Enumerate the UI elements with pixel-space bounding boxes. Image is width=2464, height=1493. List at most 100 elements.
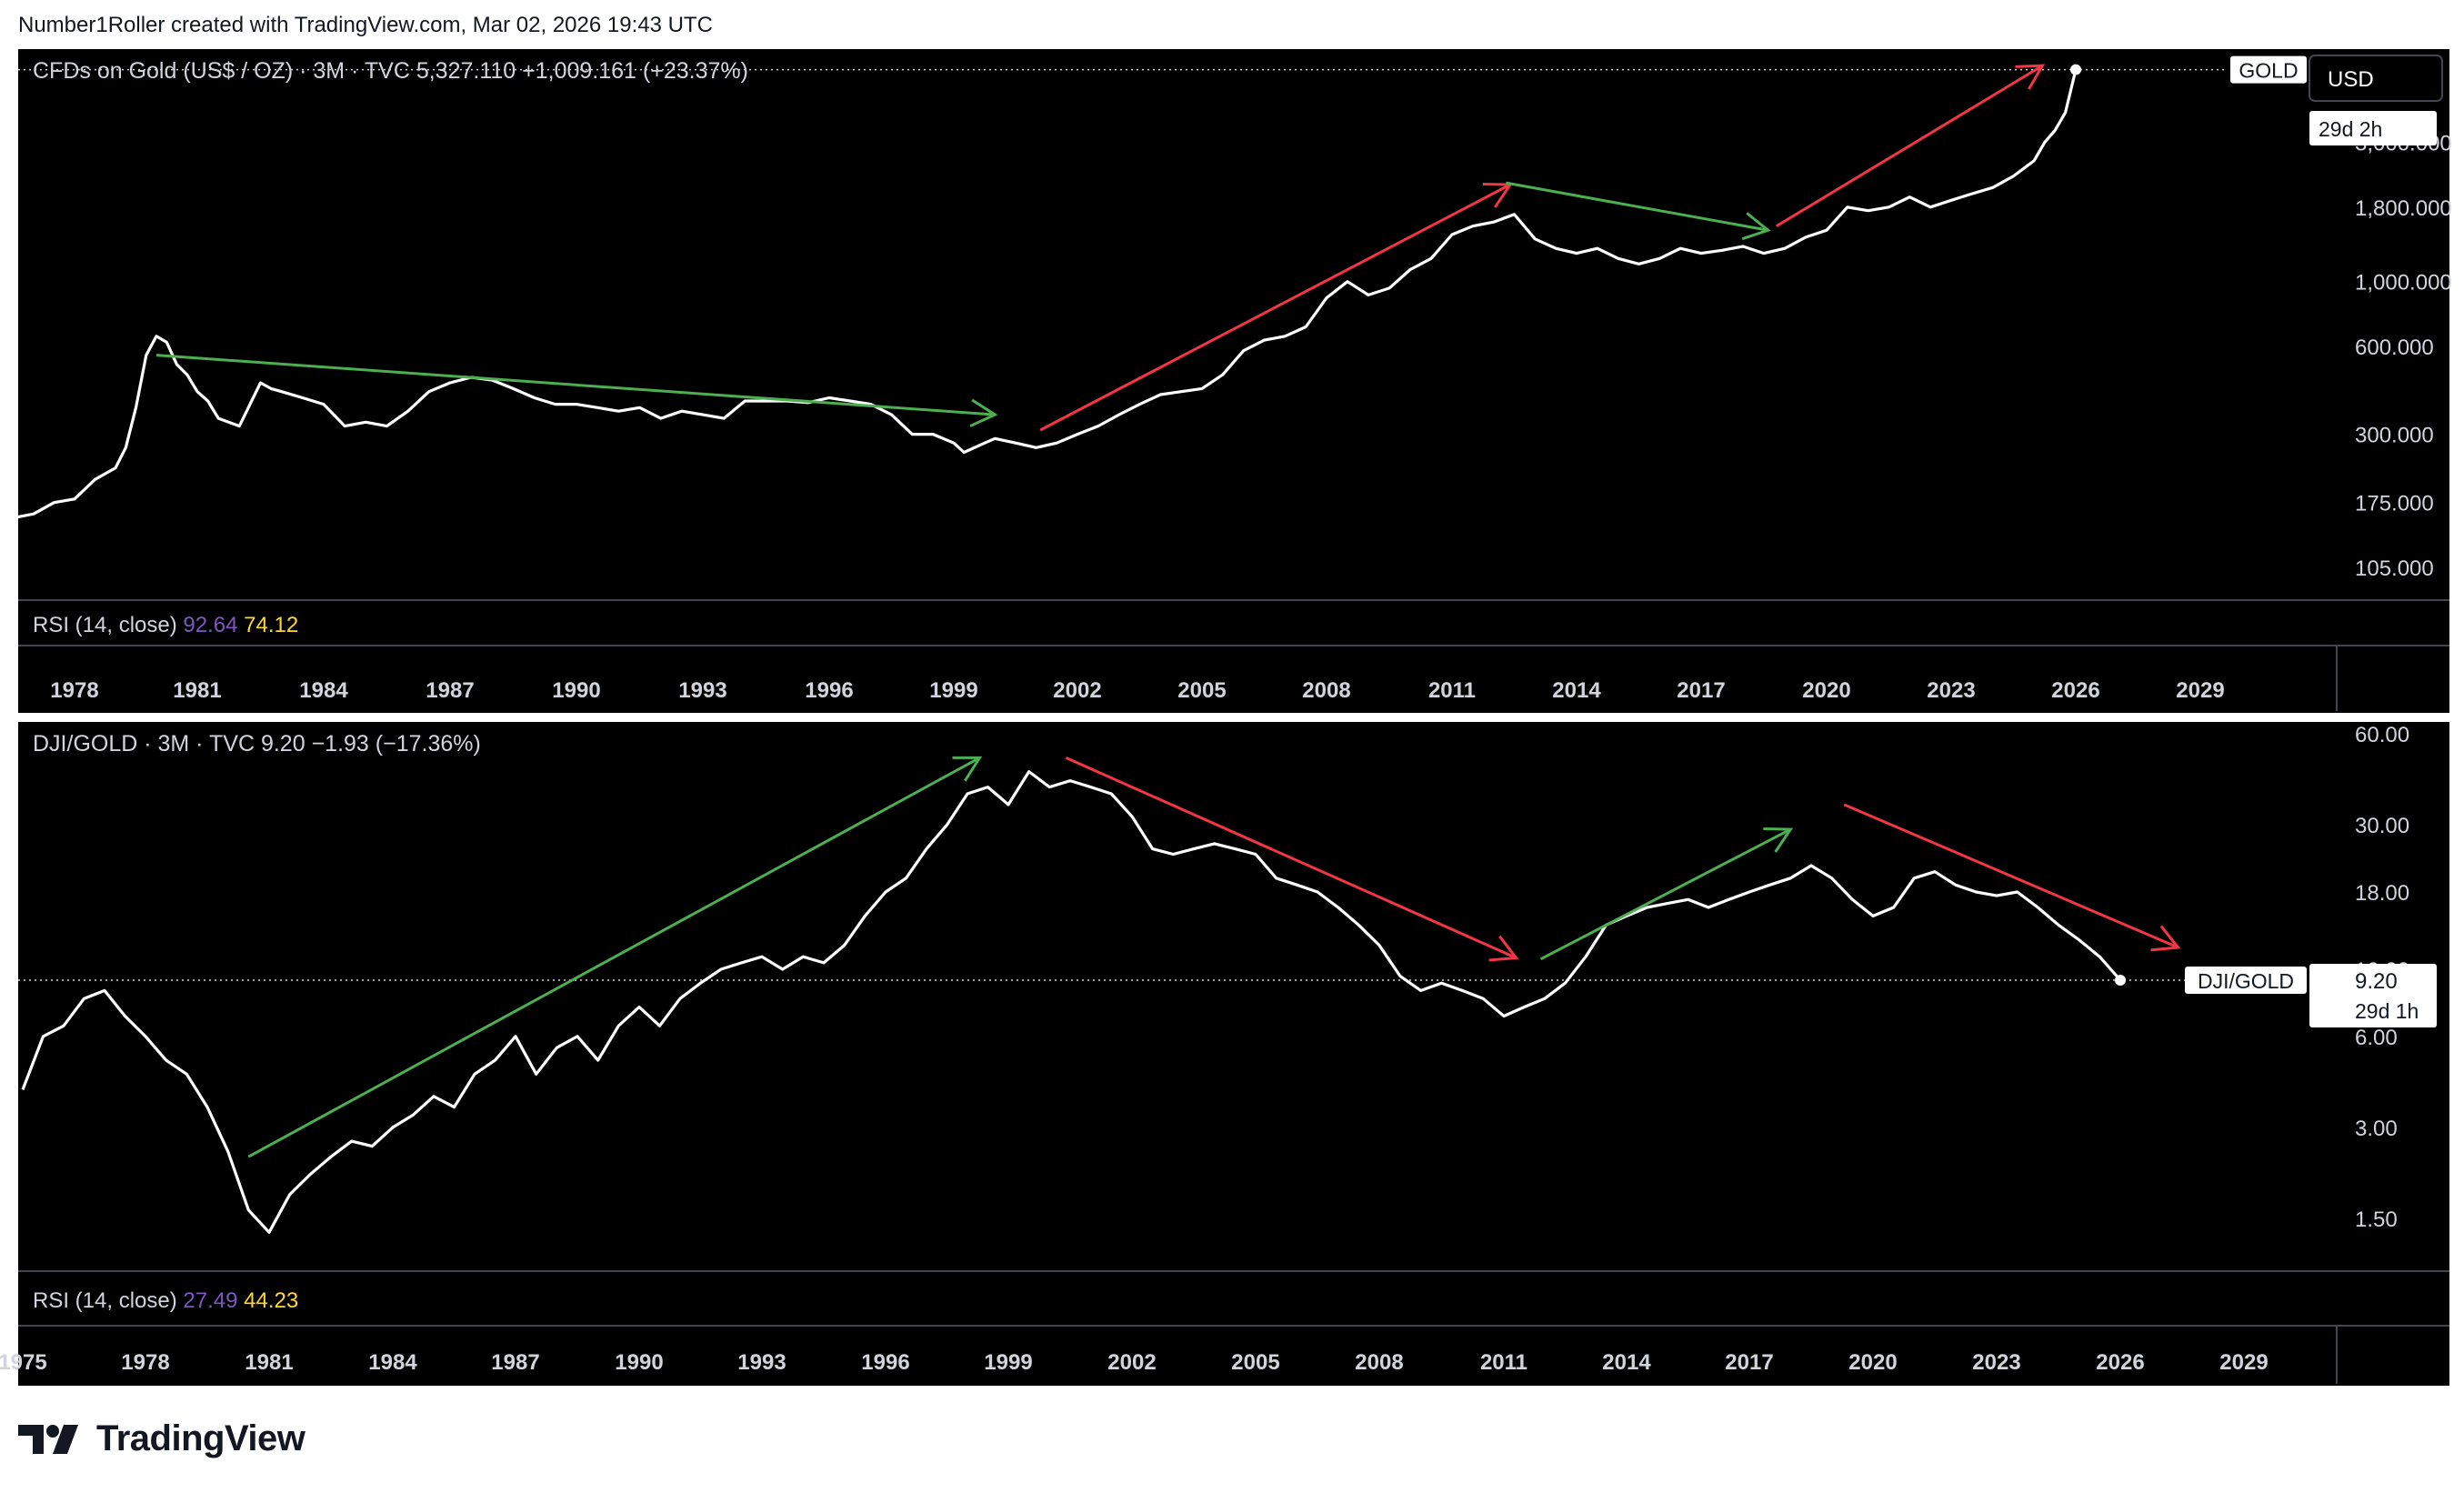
rsi-signal-value: 74.12 [244,613,298,637]
x-tick-label: 2020 [1848,1350,1897,1375]
legend-last-price: 5,327.110 [416,58,522,84]
x-tick-label: 1996 [861,1350,909,1375]
y-tick-label: 105.000 [2355,556,2434,581]
symbol-label-box [2230,55,2307,84]
x-tick-label: 2023 [1972,1350,2020,1375]
trend-arrow-green[interactable] [1539,827,1794,961]
chart-credit: Number1Roller created with TradingView.c… [18,13,713,37]
rsi-label: RSI (14, close) [33,1288,183,1313]
rsi-signal-value: 44.23 [244,1288,298,1313]
y-tick-label: 600.000 [2355,336,2434,360]
y-tick-label: 18.00 [2355,881,2409,906]
x-tick-label: 1993 [737,1350,786,1375]
trend-arrow-red[interactable] [1065,757,1519,962]
x-tick-label: 2002 [1053,678,1101,703]
legend-change: +1,009.161 (+23.37%) [522,58,748,84]
x-tick-label: 2026 [2051,678,2099,703]
y-tick-label: 6.00 [2355,1026,2398,1050]
y-tick-label: 1,800.000 [2355,196,2452,221]
trend-arrow-head [1488,935,1519,962]
trend-arrow-shaft [1539,827,1792,961]
x-tick-label: 2023 [1927,678,1975,703]
trend-arrow-red[interactable] [1776,64,2046,227]
x-tick-label: 2020 [1802,678,1850,703]
legend-change: −1.93 (−17.36%) [312,731,481,757]
x-tick-label: 2014 [1552,678,1601,703]
x-tick-label: 2017 [1725,1350,1773,1375]
x-tick-label: 1993 [678,678,726,703]
x-tick-label: 1981 [245,1350,293,1375]
currency-button[interactable]: USD [2309,55,2443,102]
trend-arrow-head [2015,64,2046,90]
legend-title: DJI/GOLD · 3M · TVC [33,731,261,757]
x-tick-label: 2008 [1355,1350,1403,1375]
legend-last-price: 9.20 [261,731,312,757]
rsi-legend: RSI (14, close) 92.64 74.12 [33,613,298,637]
tradingview-logo-icon [18,1424,78,1454]
last-price-label: 9.20 [2355,969,2398,994]
x-tick-label: 2005 [1177,678,1226,703]
countdown-label: 29d 2h [2319,117,2382,141]
y-tick-label: 175.000 [2355,492,2434,516]
trend-arrow-green[interactable] [155,354,998,427]
symbol-label: DJI/GOLD [2198,969,2294,993]
series-legend: DJI/GOLD · 3M · TVC 9.20 −1.93 (−17.36%) [33,731,481,757]
x-tick-label: 2029 [2219,1350,2268,1375]
x-tick-label: 2011 [1428,678,1476,703]
x-tick-label: 1978 [50,678,98,703]
countdown-label: 29d 1h [2355,999,2419,1023]
price-countdown-box [2309,964,2437,1028]
x-tick-label: 2014 [1602,1350,1651,1375]
currency-button-label: USD [2328,67,2374,92]
x-tick-label: 2005 [1231,1350,1279,1375]
trend-arrow-red[interactable] [1843,803,2181,952]
y-tick-label: 1,000.000 [2355,271,2452,296]
x-tick-label: 1975 [0,1350,47,1375]
trend-arrow-head [1741,212,1771,241]
price-series-line [0,69,2078,528]
tradingview-brand: TradingView [96,1418,305,1458]
x-tick-label: 1987 [426,678,474,703]
last-price-dot [2115,975,2126,987]
rsi-value: 92.64 [183,613,244,637]
tradingview-logo[interactable]: TradingView [18,1418,305,1459]
chart-pane-1[interactable]: 105.000 175.000 300.000 600.000 1,000.000 1,8… [0,49,2452,713]
rsi-legend: RSI (14, close) 27.49 44.23 [33,1288,298,1313]
x-tick-label: 1990 [615,1350,663,1375]
y-tick-label: 60.00 [2355,723,2409,747]
price-series-line [21,769,2122,1234]
x-tick-label: 2026 [2096,1350,2144,1375]
x-tick-label: 1987 [491,1350,539,1375]
y-tick-label: 30.00 [2355,814,2409,838]
trend-arrow-head [952,756,983,782]
trend-arrow-shaft [1843,803,2179,949]
x-tick-label: 2008 [1302,678,1350,703]
x-tick-label: 1984 [299,678,348,703]
chart-pane-2[interactable]: 1.503.006.0018.0030.0060.0010.0019751978… [0,722,2449,1386]
rsi-value: 27.49 [183,1288,244,1313]
y-tick-label: 3.00 [2355,1117,2398,1141]
x-tick-label: 1996 [805,678,853,703]
trend-arrow-green[interactable] [1506,181,1771,241]
trend-arrow-head [969,398,998,427]
x-tick-label: 1999 [929,678,977,703]
trend-arrow-shaft [247,757,981,1158]
x-tick-label: 1981 [173,678,221,703]
legend-title: CFDs on Gold (US$ / OZ) · 3M · TVC [33,58,416,84]
x-tick-label: 1978 [121,1350,169,1375]
x-tick-label: 2017 [1677,678,1725,703]
trend-arrow-shaft [1039,183,1511,432]
trend-arrow-green[interactable] [247,756,983,1158]
countdown-box [2309,111,2437,145]
trend-arrow-head [2150,925,2181,952]
symbol-label-box [2185,967,2307,995]
rsi-label: RSI (14, close) [33,613,183,637]
x-tick-label: 2002 [1107,1350,1156,1375]
pane-background [18,722,2449,1386]
x-tick-label: 2029 [2176,678,2224,703]
x-tick-label: 1984 [368,1350,417,1375]
x-tick-label: 1990 [552,678,600,703]
y-tick-label: 300.000 [2355,424,2434,448]
trend-arrow-head [1763,827,1794,853]
